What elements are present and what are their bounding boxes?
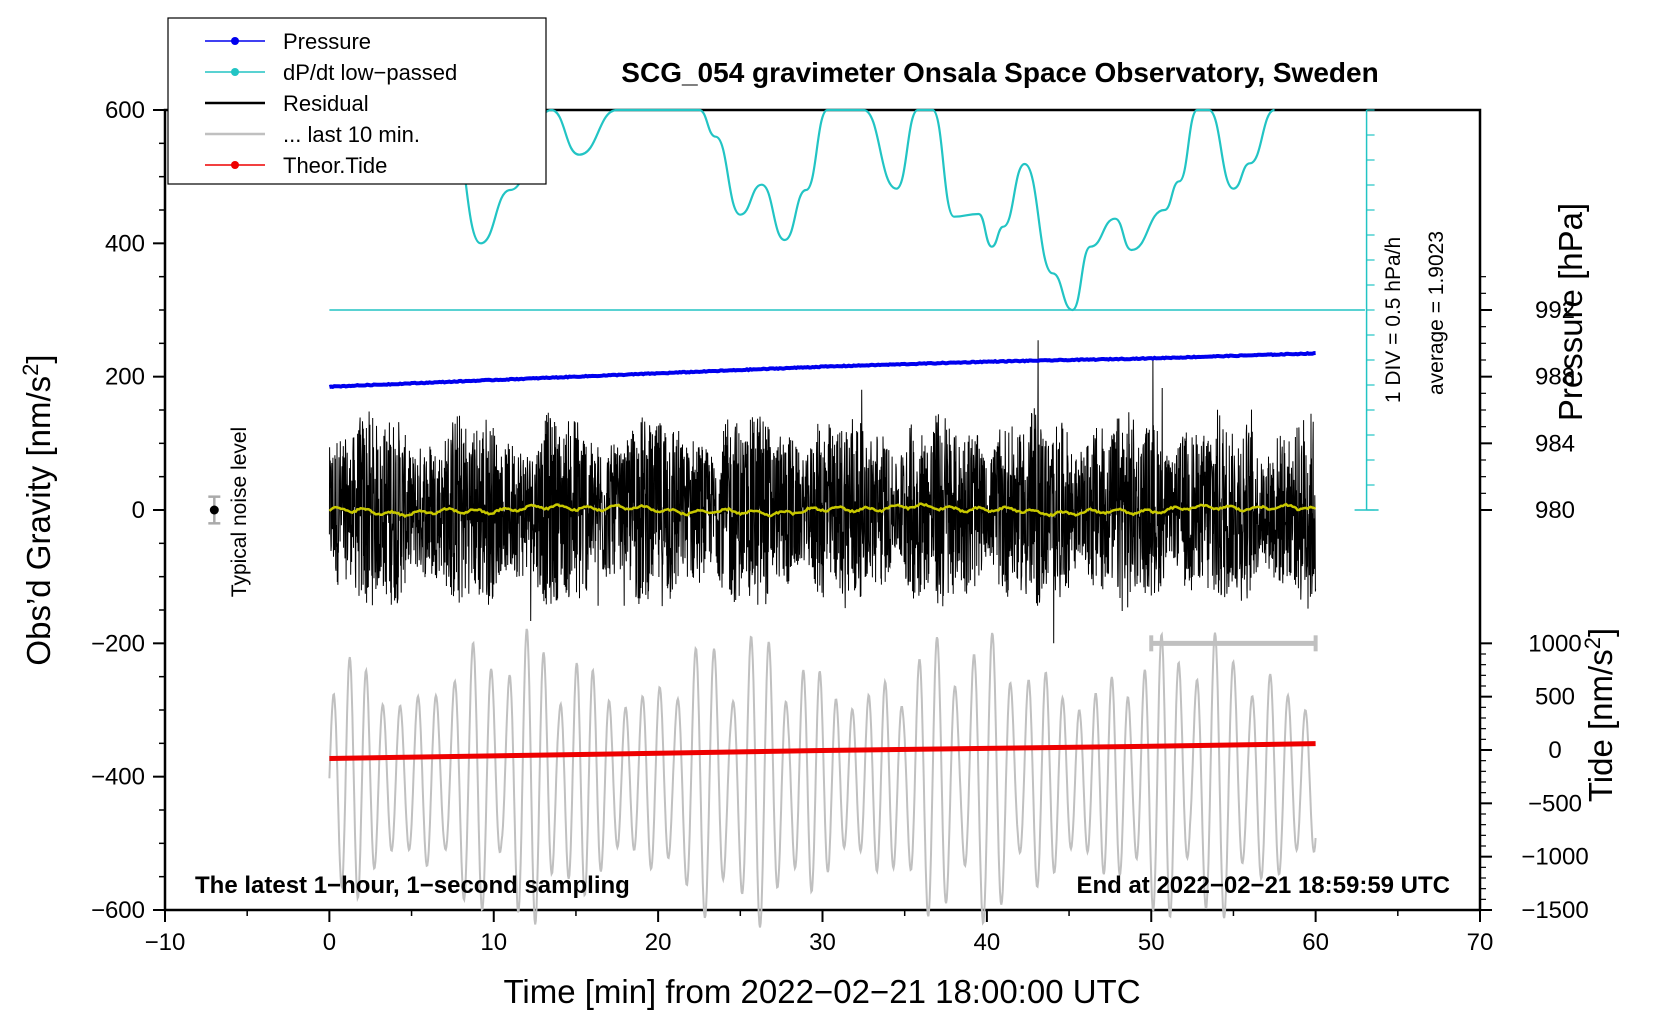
tide-tick-label: −1000 <box>1521 844 1588 871</box>
y-tick-label: 200 <box>105 364 145 391</box>
axes: −10 0 10 20 30 40 50 60 70 600 400 200 0 −200 −400 −600… <box>91 97 1589 956</box>
pressure-series <box>328 351 1316 389</box>
pressure-tick-label: 992 <box>1535 297 1575 324</box>
y-axis-title-gravity: Obs’d Gravity [nm/s2] <box>18 354 58 665</box>
x-axis-title: Time [min] from 2022−02−21 18:00:00 UTC <box>503 973 1140 1010</box>
residual-line <box>328 340 1317 644</box>
dpdt-series <box>329 108 1365 312</box>
x-tick-label: −10 <box>145 929 186 956</box>
legend-label: Theor.Tide <box>283 153 387 178</box>
tide-tick-label: −1500 <box>1521 897 1588 924</box>
y-tick-label: −200 <box>91 630 145 657</box>
pressure-tick-label: 984 <box>1535 430 1575 457</box>
pressure-scale-note: 1 DIV = 0.5 hPa/h <box>1382 237 1405 403</box>
y-axis-title-pressure: Pressure [hPa] <box>1552 203 1589 421</box>
tide-tick-label: 500 <box>1535 684 1575 711</box>
bottom-right-note: End at 2022−02−21 18:59:59 UTC <box>1076 872 1450 899</box>
tide-tick-label: 1000 <box>1528 630 1581 657</box>
x-tick-label: 10 <box>480 929 507 956</box>
x-tick-label: 30 <box>809 929 836 956</box>
tide-series <box>329 741 1316 761</box>
tide-tick-label: 0 <box>1548 737 1561 764</box>
chart-title: SCG_054 gravimeter Onsala Space Observat… <box>621 57 1378 88</box>
residual-smoothed-series <box>328 502 1317 518</box>
x-tick-label: 40 <box>974 929 1001 956</box>
x-tick-label: 20 <box>645 929 672 956</box>
residual-smoothed-line <box>328 502 1317 518</box>
legend-marker <box>231 37 239 45</box>
dpdt-line <box>448 108 1275 312</box>
legend-marker <box>231 68 239 76</box>
pressure-line <box>328 351 1316 389</box>
legend-box <box>167 17 547 185</box>
legend: Pressure dP/dt low−passed Residual ... last… <box>167 17 547 185</box>
x-tick-label: 70 <box>1467 929 1494 956</box>
legend-label: ... last 10 min. <box>283 122 420 147</box>
last-10-min-marker <box>1149 635 1318 652</box>
pressure-average-note: average = 1.9023 <box>1425 231 1448 395</box>
tide-tick-label: −500 <box>1528 790 1582 817</box>
y-tick-label: −600 <box>91 897 145 924</box>
y-tick-label: 0 <box>132 497 145 524</box>
legend-label: dP/dt low−passed <box>283 60 457 85</box>
last-10-min-series <box>328 628 1317 928</box>
last-10-min-line <box>328 628 1317 928</box>
bottom-left-note: The latest 1−hour, 1−second sampling <box>195 872 630 899</box>
noise-level-marker <box>208 495 221 525</box>
y-tick-label: 400 <box>105 230 145 257</box>
y-tick-label: 600 <box>105 97 145 124</box>
residual-series <box>328 340 1317 644</box>
tide-line <box>329 741 1316 761</box>
legend-marker <box>231 161 239 169</box>
x-tick-label: 60 <box>1302 929 1329 956</box>
y-tick-label: −400 <box>91 764 145 791</box>
x-tick-label: 0 <box>323 929 336 956</box>
legend-label: Pressure <box>283 29 371 54</box>
noise-level-label: Typical noise level <box>228 427 251 597</box>
pressure-tick-label: 980 <box>1535 497 1575 524</box>
noise-dot <box>209 505 219 515</box>
y-axis-title-tide: Tide [nm/s2] <box>1580 628 1620 802</box>
pressure-tick-label: 988 <box>1535 364 1575 391</box>
x-tick-label: 50 <box>1138 929 1165 956</box>
pressure-reference-axis <box>1354 109 1379 511</box>
legend-label: Residual <box>283 91 369 116</box>
